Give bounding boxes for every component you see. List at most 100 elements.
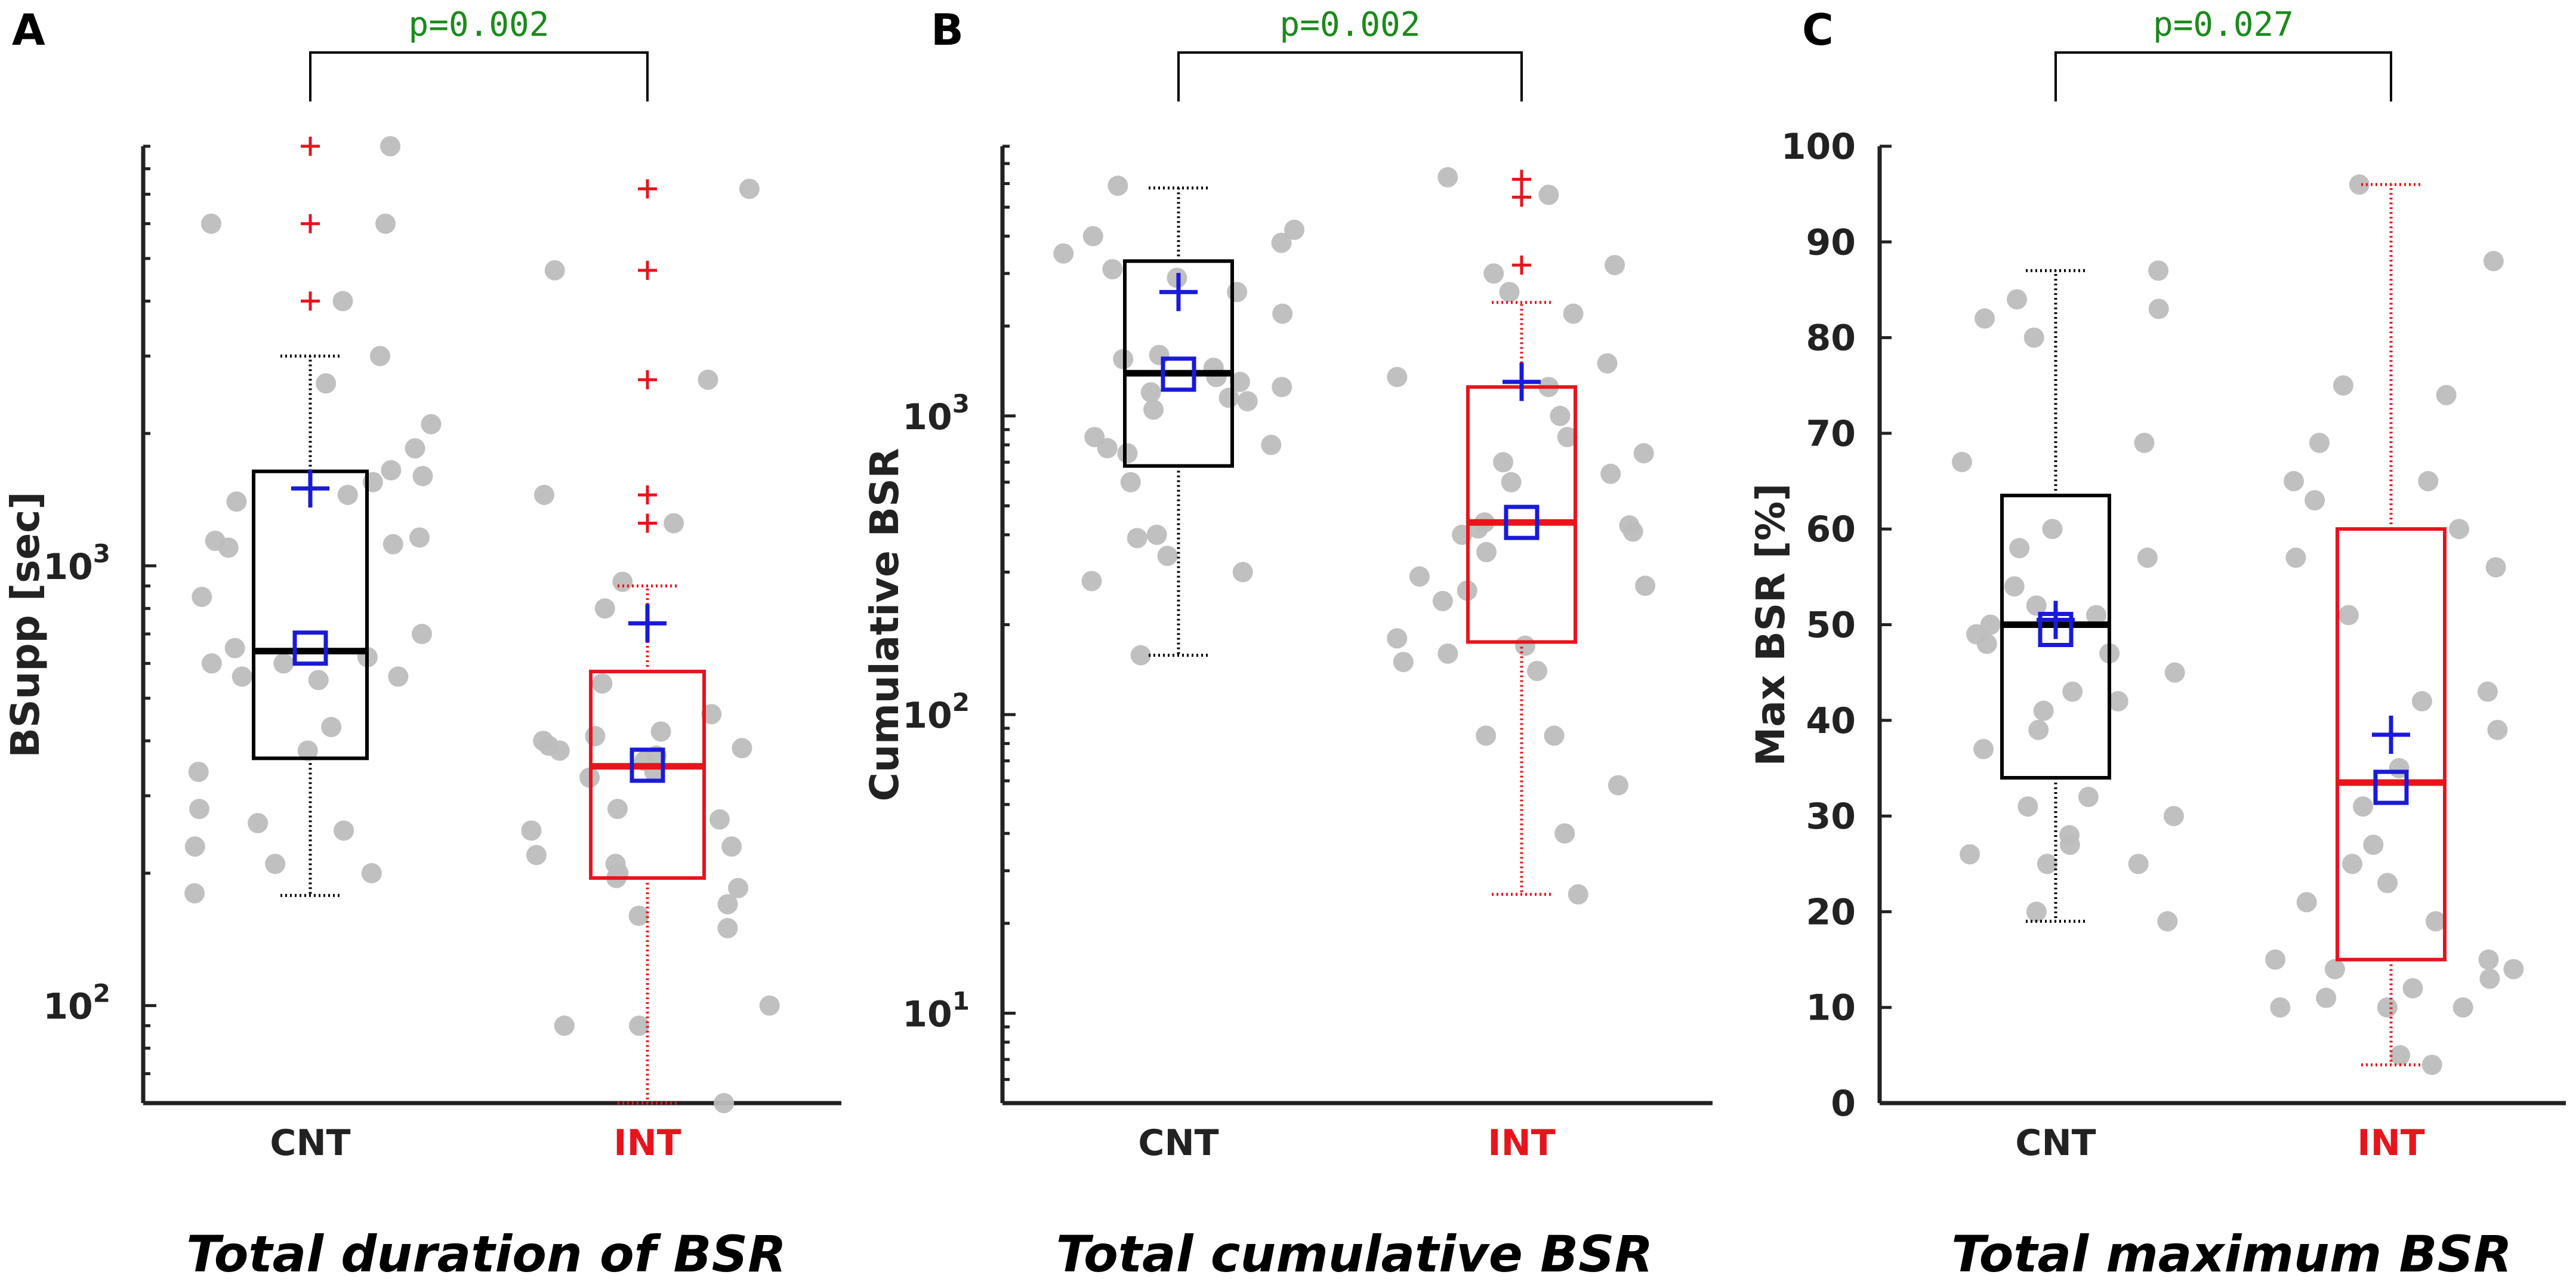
data-point (612, 571, 633, 592)
y-axis-label: Cumulative BSR (862, 448, 908, 802)
data-point (1206, 367, 1227, 387)
data-point (1127, 528, 1147, 549)
data-point (1608, 775, 1628, 796)
panel-caption: Total cumulative BSR (1056, 1225, 1653, 1281)
data-point (2449, 519, 2470, 540)
data-point (405, 438, 425, 459)
box-iqr (2336, 527, 2447, 962)
data-point (273, 653, 294, 674)
data-point (1597, 353, 1618, 374)
x-tick-label-cnt: CNT (2015, 1122, 2096, 1164)
data-point (2164, 662, 2185, 683)
data-point (594, 598, 615, 619)
data-point (1563, 303, 1584, 324)
data-point (388, 666, 409, 687)
data-point (759, 995, 780, 1016)
data-point (2477, 681, 2498, 702)
mean-plus-marker (628, 604, 667, 643)
y-tick-label: 60 (1806, 509, 1856, 550)
tick-exponent: 1 (952, 986, 970, 1015)
data-point (2377, 997, 2398, 1018)
series-cnt (184, 136, 442, 904)
data-point (2128, 854, 2149, 874)
data-point (218, 537, 239, 558)
data-point (192, 586, 212, 607)
data-point (1387, 628, 1408, 649)
data-point (1476, 725, 1497, 746)
outlier-marker (638, 513, 657, 533)
data-point (1102, 258, 1123, 279)
data-point (2483, 251, 2504, 272)
x-tick-label-int: INT (2357, 1122, 2425, 1164)
data-point (189, 799, 209, 820)
data-point (628, 906, 649, 926)
data-point (2078, 787, 2099, 808)
y-tick-label: 80 (1806, 318, 1856, 359)
data-point (1973, 738, 1994, 759)
box-iqr (1123, 259, 1234, 468)
y-tick-label: 103 (43, 539, 110, 588)
data-point (2478, 949, 2499, 970)
data-point (1526, 660, 1547, 681)
y-axis-label: Max BSR [%] (1748, 484, 1794, 766)
data-point (2402, 978, 2423, 999)
data-point (1409, 566, 1430, 587)
data-point (650, 721, 671, 742)
data-point (226, 491, 247, 512)
data-point (1544, 725, 1565, 746)
data-point (201, 653, 222, 674)
data-point (2324, 959, 2345, 980)
data-point (1493, 452, 1514, 473)
data-point (308, 670, 329, 691)
data-point (549, 740, 570, 761)
data-point (1232, 562, 1253, 583)
data-point (1501, 472, 1522, 492)
significance-bracket (309, 51, 649, 101)
data-point (2026, 595, 2047, 616)
outlier-marker (1512, 255, 1531, 275)
x-tick-label-int: INT (1488, 1122, 1556, 1164)
data-point (533, 485, 554, 506)
panel-c: C 0 10 20 30 40 50 60 70 80 90 100 Max BSR [%] CNT INT… (1748, 5, 2566, 1281)
series-int (1387, 167, 1656, 905)
y-axis-label: BSupp [sec] (2, 492, 48, 758)
data-point (332, 291, 353, 312)
data-point (709, 809, 730, 830)
data-point (321, 716, 342, 737)
data-point (1082, 226, 1103, 247)
data-point (412, 466, 433, 486)
data-point (1538, 184, 1559, 205)
data-point (224, 638, 245, 658)
data-point (409, 527, 430, 548)
y-tick-label: 100 (1781, 126, 1856, 168)
data-point (1557, 427, 1578, 448)
data-point (2270, 997, 2291, 1018)
data-point (2353, 796, 2374, 817)
data-point (1554, 823, 1575, 844)
median-square-marker (1161, 356, 1196, 392)
data-point (2487, 719, 2508, 740)
data-point (607, 799, 628, 820)
data-point (265, 854, 286, 874)
data-point (728, 877, 749, 898)
data-point (2349, 174, 2370, 195)
outlier-marker (1512, 170, 1531, 189)
data-point (2418, 471, 2439, 492)
data-point (2059, 835, 2080, 855)
data-point (2009, 538, 2030, 559)
data-point (2341, 854, 2362, 874)
data-point (2017, 796, 2038, 817)
data-point (544, 260, 565, 281)
data-point (1568, 884, 1588, 905)
data-point (1960, 844, 1980, 865)
data-point (375, 213, 396, 234)
data-point (1975, 308, 1995, 329)
y-tick-label: 40 (1806, 700, 1856, 742)
x-tick-label-cnt: CNT (1138, 1122, 1218, 1164)
data-point (2265, 949, 2286, 970)
data-point (1157, 546, 1178, 566)
data-point (701, 704, 722, 725)
panel-letter: A (12, 5, 45, 55)
data-point (732, 738, 752, 759)
data-point (1149, 344, 1170, 365)
